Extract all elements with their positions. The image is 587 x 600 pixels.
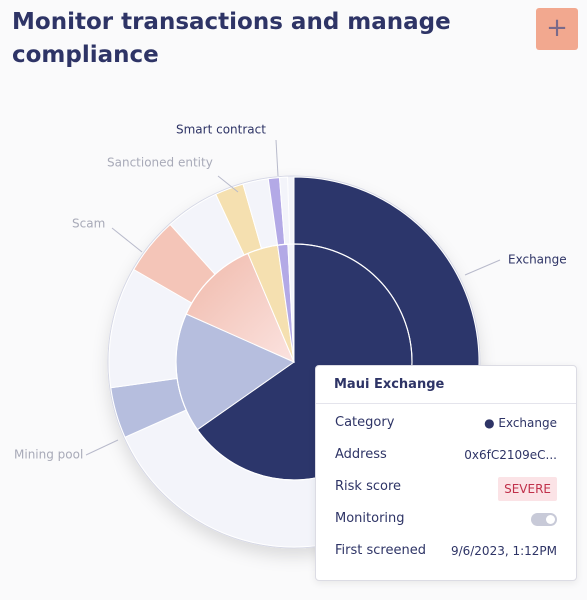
tooltip-title: Maui Exchange xyxy=(316,366,576,404)
toggle[interactable] xyxy=(531,513,557,526)
label: Exchange xyxy=(508,253,567,267)
row: Risk score SEVERE xyxy=(335,477,557,501)
key: Monitoring xyxy=(335,511,405,526)
leader xyxy=(217,175,239,193)
label: Sanctioned entity xyxy=(107,156,213,170)
value: 9/6/2023, 1:12PM xyxy=(450,544,557,558)
key: First screened xyxy=(335,543,426,558)
value: 0x6fC2109eC... xyxy=(464,448,557,462)
row: Address 0x6fC2109eC... xyxy=(335,445,557,465)
label: Mining pool xyxy=(14,448,83,462)
title: Monitor transactions and manage complian… xyxy=(12,9,451,68)
label: Smart contract xyxy=(176,123,266,137)
tooltip: Maui Exchange Category ● Exchange Address… xyxy=(315,365,577,581)
leader xyxy=(275,139,279,177)
row: Category ● Exchange xyxy=(335,413,557,433)
leader xyxy=(111,227,143,253)
leader xyxy=(85,439,119,456)
add-button[interactable]: + xyxy=(536,8,578,50)
key: Address xyxy=(335,447,387,462)
key: Risk score xyxy=(335,479,402,494)
leader xyxy=(464,259,501,276)
label: Scam xyxy=(72,217,105,231)
value: ● Exchange xyxy=(484,416,557,430)
ring-divider xyxy=(175,243,413,481)
badge: SEVERE xyxy=(498,477,557,501)
value-text: Exchange xyxy=(498,416,557,430)
row: First screened 9/6/2023, 1:12PM xyxy=(335,541,557,561)
row: Monitoring xyxy=(335,509,557,529)
key: Category xyxy=(335,415,395,430)
